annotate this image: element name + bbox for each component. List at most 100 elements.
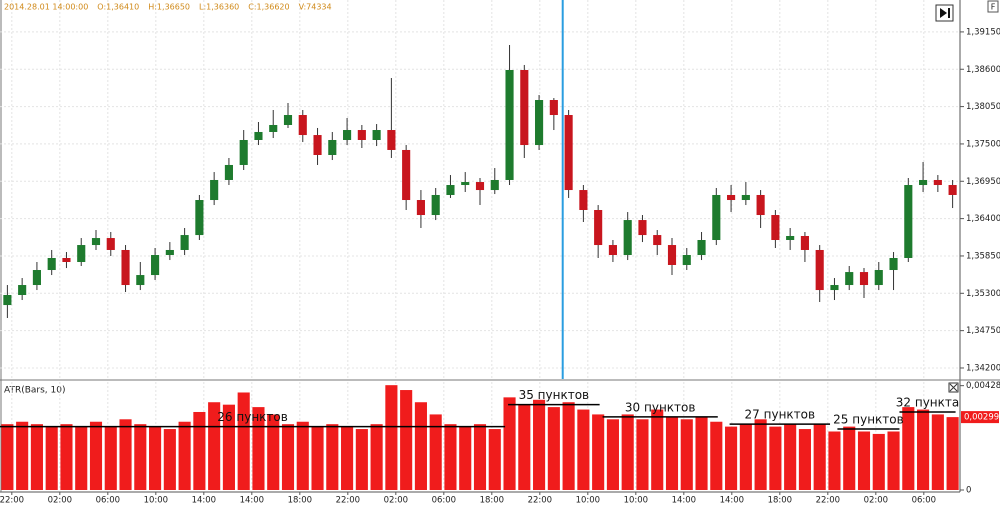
header-text: H:1,36650 (148, 3, 190, 12)
bar (562, 402, 575, 490)
candle-body (490, 179, 499, 191)
candle-body (313, 135, 322, 156)
bar (592, 414, 605, 490)
bar (857, 431, 871, 490)
candle-body (859, 272, 869, 286)
x-tick-label: 02:00 (864, 496, 889, 505)
candle-body (195, 200, 204, 236)
bar (754, 419, 767, 490)
bar (134, 424, 147, 490)
scroll-end-button[interactable] (935, 4, 954, 22)
bar (813, 424, 826, 490)
candle-body (136, 275, 145, 286)
y-tick-label: 1,36400 (966, 214, 1000, 224)
candle-body (919, 179, 928, 186)
bar (503, 397, 516, 490)
bar (429, 414, 442, 490)
candle-body (712, 194, 721, 241)
x-tick-label: 14:00 (720, 496, 745, 505)
bar (798, 429, 811, 490)
candle-body (594, 209, 603, 246)
bar (385, 385, 398, 490)
bar (828, 431, 841, 490)
x-tick-label: 06:00 (96, 496, 121, 505)
bar (252, 407, 265, 490)
bar (370, 424, 383, 490)
bar (444, 424, 457, 490)
candle-body (638, 220, 647, 236)
bar (946, 417, 959, 490)
candle-body (239, 139, 248, 165)
bar (917, 409, 930, 490)
atr-title: ATR(Bars, 10) (4, 386, 65, 396)
y-tick-label: 1,36950 (966, 177, 1000, 187)
x-tick-label: 06:00 (912, 496, 937, 505)
candle-body (564, 115, 573, 191)
candle-body (815, 249, 824, 291)
bar (533, 399, 546, 490)
candle-body (727, 194, 736, 201)
candle-body (224, 164, 233, 180)
bar (119, 419, 132, 490)
bar (355, 429, 368, 490)
bar (208, 402, 221, 490)
candle-body (579, 190, 588, 210)
candle-body (682, 255, 691, 265)
corner-label: F (991, 3, 996, 12)
x-tick-label: 02:00 (384, 496, 409, 505)
candle-body (106, 238, 115, 250)
bar (547, 407, 560, 490)
x-tick-label: 10:00 (624, 496, 649, 505)
candle-body (549, 100, 558, 116)
candle-body (653, 235, 662, 246)
close-pane-button[interactable] (948, 382, 959, 393)
candle-body (505, 69, 514, 180)
bar (695, 416, 708, 490)
candle-body (121, 249, 130, 286)
candle-body (269, 124, 278, 132)
x-tick-label: 14:00 (240, 496, 265, 505)
candle-body (343, 130, 352, 140)
bar (739, 424, 752, 490)
candle-body (77, 245, 86, 263)
bar (651, 409, 664, 490)
bar (769, 426, 782, 490)
last-value-tag (961, 411, 999, 424)
candle-body (933, 179, 942, 186)
bar (518, 404, 531, 490)
corner-box (987, 0, 999, 13)
x-tick-label: 02:00 (48, 496, 73, 505)
bar (931, 414, 944, 490)
bar (149, 426, 162, 490)
x-tick-label: 10:00 (144, 496, 169, 505)
candle-body (372, 130, 381, 140)
bar (237, 392, 250, 490)
candle-body (874, 270, 883, 286)
candle-body (298, 115, 307, 136)
candle-body (416, 200, 425, 216)
candle-body (151, 255, 160, 276)
candle-body (3, 294, 12, 306)
bar (665, 416, 679, 490)
bar (636, 419, 649, 490)
bar (104, 426, 117, 490)
bar (326, 424, 339, 490)
y-tick-label: 0,00428... (966, 381, 1000, 391)
button-arrow (940, 8, 947, 18)
bar (1, 424, 14, 490)
candle-body (786, 235, 795, 241)
candle-body (475, 182, 485, 191)
bar (16, 421, 29, 490)
candle-body (32, 270, 41, 286)
x-tick-label: 22:00 (816, 496, 841, 505)
candle-body (623, 220, 632, 256)
x-tick-label: 10:00 (576, 496, 601, 505)
y-tick-label: 1,39150 (966, 27, 1000, 37)
y-tick-label: 1,37500 (966, 139, 1000, 149)
candle-body (520, 69, 529, 146)
level-label: 35 пунктов (519, 388, 590, 402)
y-tick-label: 1,38600 (966, 65, 1000, 75)
level-label: 26 пунктов (217, 410, 288, 424)
bar (341, 426, 354, 490)
candle-body (889, 257, 898, 271)
